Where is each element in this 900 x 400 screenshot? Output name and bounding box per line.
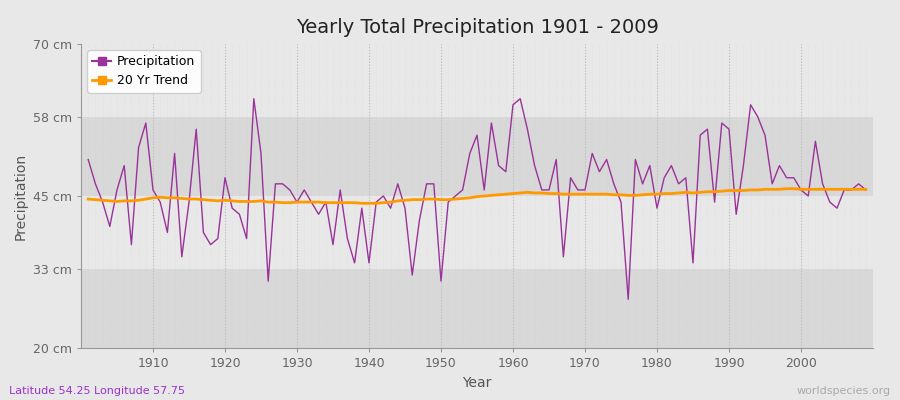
Bar (81, 117, 873, 196)
20 Yr Trend (508, 191, 518, 196)
Line: Precipitation: Precipitation (88, 99, 866, 299)
20 Yr Trend (515, 190, 526, 195)
Precipitation (601, 157, 612, 162)
20 Yr Trend (860, 187, 871, 192)
Bar (81, 196, 873, 269)
Precipitation (306, 200, 317, 204)
Bar (81, 44, 873, 117)
20 Yr Trend (356, 201, 367, 206)
Bar (81, 269, 873, 348)
20 Yr Trend (342, 200, 353, 205)
Precipitation (623, 297, 634, 302)
Text: worldspecies.org: worldspecies.org (796, 386, 891, 396)
Precipitation (83, 157, 94, 162)
Text: Latitude 54.25 Longitude 57.75: Latitude 54.25 Longitude 57.75 (9, 386, 185, 396)
20 Yr Trend (601, 192, 612, 196)
Precipitation (860, 188, 871, 192)
20 Yr Trend (140, 197, 151, 202)
Legend: Precipitation, 20 Yr Trend: Precipitation, 20 Yr Trend (87, 50, 201, 92)
20 Yr Trend (299, 200, 310, 204)
Precipitation (508, 102, 518, 107)
20 Yr Trend (781, 186, 792, 191)
Y-axis label: Precipitation: Precipitation (14, 152, 27, 240)
Title: Yearly Total Precipitation 1901 - 2009: Yearly Total Precipitation 1901 - 2009 (295, 18, 659, 37)
Precipitation (248, 96, 259, 101)
X-axis label: Year: Year (463, 376, 491, 390)
Precipitation (140, 121, 151, 126)
Line: 20 Yr Trend: 20 Yr Trend (88, 189, 866, 203)
20 Yr Trend (83, 197, 94, 202)
Precipitation (515, 96, 526, 101)
Precipitation (349, 260, 360, 265)
